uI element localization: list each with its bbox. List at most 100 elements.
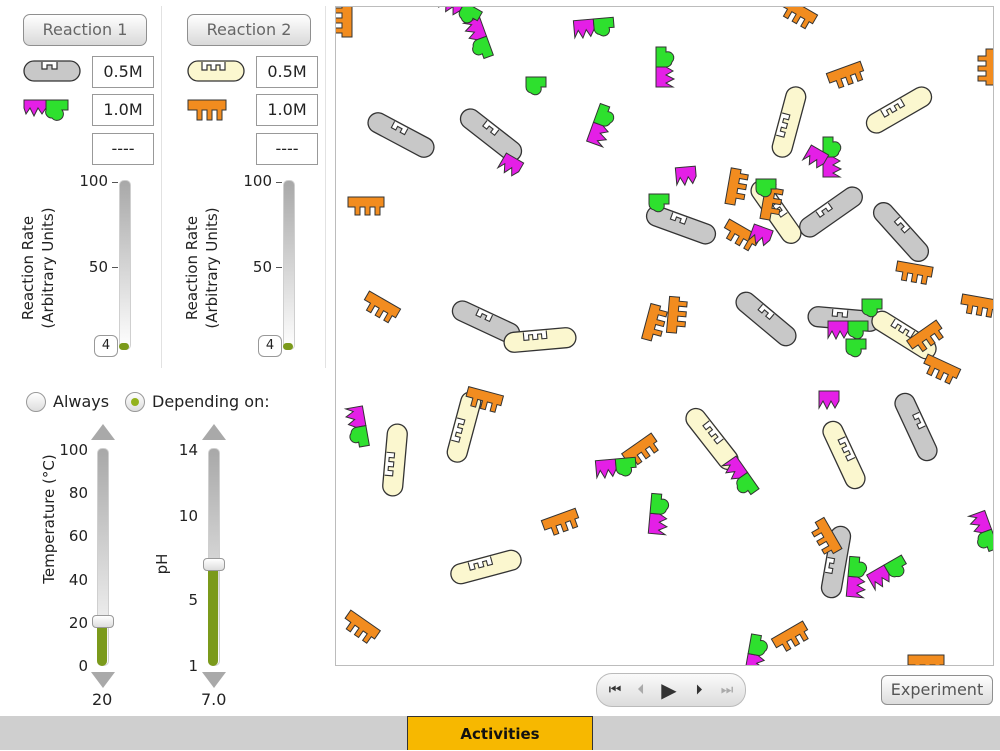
reaction-2-tick-50: 50 [252,258,272,276]
temperature-slider-track[interactable] [97,448,109,666]
reaction-1-tick-100: 100 [79,172,108,190]
orange-substrate [724,167,750,207]
tab-activities[interactable]: Activities [407,716,593,750]
magenta-green-substrate [656,47,674,87]
step-to-start-icon[interactable]: ⏮ [608,682,622,698]
step-forward-icon[interactable]: ⏵ [695,682,703,698]
reaction-2-rate-fill [283,343,293,350]
gray-enzyme [363,108,439,162]
magenta-green-substrate [587,103,618,147]
orange-substrate [340,609,381,647]
magenta-green-substrate [648,493,669,534]
orange-substrate [770,620,813,656]
orange-substrate [959,293,993,319]
magenta-green-substrate [846,556,867,597]
depending-on-label: Depending on: [152,392,270,411]
temperature-slider-handle[interactable] [92,614,114,628]
reaction-2-tickmark-100 [276,182,282,183]
simulation-canvas[interactable] [335,6,994,666]
reaction-2-rate-meter [283,180,295,350]
reaction-1-tick-50: 50 [88,258,108,276]
step-back-icon[interactable]: ⏴ [637,682,645,698]
reaction-1-button[interactable]: Reaction 1 [23,14,147,46]
ph-slider-handle[interactable] [203,558,225,572]
ph-tick-1: 1 [188,657,198,675]
orange-substrate [977,48,993,86]
orange-substrate [894,260,934,286]
gray-enzyme [891,389,941,465]
ph-up-arrow[interactable] [202,424,226,440]
molecule-field [336,7,993,665]
reaction-1-rate-fill [119,343,129,350]
temperature-down-arrow[interactable] [91,672,115,688]
orange-substrate [641,303,669,344]
reaction-1-tickmark-50 [112,267,118,268]
always-label: Always [53,392,110,411]
gray-enzyme [868,197,934,267]
orange-substrate [540,507,582,539]
reaction-1-product-concentration: ---- [92,133,154,165]
gray-enzyme-icon [23,60,81,82]
temperature-tick-100: 100 [59,441,88,459]
gray-enzyme [731,287,801,351]
reaction-1-enzyme-concentration[interactable]: 0.5M [92,56,154,88]
magenta-green-substrate [745,634,770,665]
temperature-tick-60: 60 [68,527,88,545]
ph-axis-title: pH [153,553,171,575]
reaction-2-rate-axis-title: Reaction Rate (Arbitrary Units) [183,207,221,329]
magenta-green-substrate-icon [23,99,69,121]
magenta-product [674,165,698,187]
ph-down-arrow[interactable] [202,672,226,688]
magenta-green-substrate [573,17,614,38]
cream-enzyme [381,422,409,498]
temperature-value: 20 [92,690,113,709]
temperature-up-arrow[interactable] [91,424,115,440]
depending-on-radio[interactable] [125,392,145,412]
ph-tick-5: 5 [188,591,198,609]
ph-value: 7.0 [201,690,227,709]
temperature-tick-80: 80 [68,484,88,502]
orange-substrate [359,290,402,326]
orange-substrate-icon [187,99,227,121]
temperature-tick-40: 40 [68,571,88,589]
magenta-green-substrate [867,555,911,591]
reaction-2-enzyme-concentration[interactable]: 0.5M [256,56,318,88]
temperature-tick-0: 0 [78,657,88,675]
green-product [525,76,547,96]
reaction-2-button[interactable]: Reaction 2 [187,14,311,46]
temperature-tick-20: 20 [68,614,88,632]
reaction-1-panel: Reaction 1 0.5M 1.0M ---- Reaction Rate … [6,6,162,368]
orange-substrate [907,654,945,665]
reaction-2-tick-100: 100 [243,172,272,190]
ph-tick-14: 14 [178,441,198,459]
gray-enzyme [795,182,867,242]
orange-substrate [919,353,962,387]
gray-enzyme [455,104,527,166]
reaction-1-rate-axis-title: Reaction Rate (Arbitrary Units) [19,207,57,329]
reaction-1-rate-meter [119,180,131,350]
magenta-green-substrate [463,17,494,61]
reaction-1-substrate-concentration[interactable]: 1.0M [92,94,154,126]
experiment-button[interactable]: Experiment [881,675,993,705]
always-radio[interactable] [26,392,46,412]
magenta-green-substrate [968,510,993,554]
step-to-end-icon[interactable]: ⏭ [720,682,734,698]
ph-tick-10: 10 [178,507,198,525]
magenta-product [818,390,840,410]
cream-enzyme [862,82,936,138]
ph-slider-fill [208,566,218,666]
play-icon[interactable]: ▶ [661,678,677,702]
reaction-2-rate-value: 4 [258,335,282,357]
magenta-green-substrate [595,457,636,478]
cream-enzyme-icon [187,60,245,82]
cream-enzyme [819,417,869,493]
magenta-green-substrate [721,456,759,499]
magenta-green-substrate [828,321,868,339]
orange-substrate [347,196,385,216]
reaction-2-panel: Reaction 2 0.5M 1.0M ---- Reaction Rate … [170,6,326,368]
magenta-green-substrate [345,406,370,449]
orange-substrate [825,60,867,92]
temperature-slider-fill [97,622,107,666]
reaction-2-substrate-concentration[interactable]: 1.0M [256,94,318,126]
ph-slider-track[interactable] [208,448,220,666]
